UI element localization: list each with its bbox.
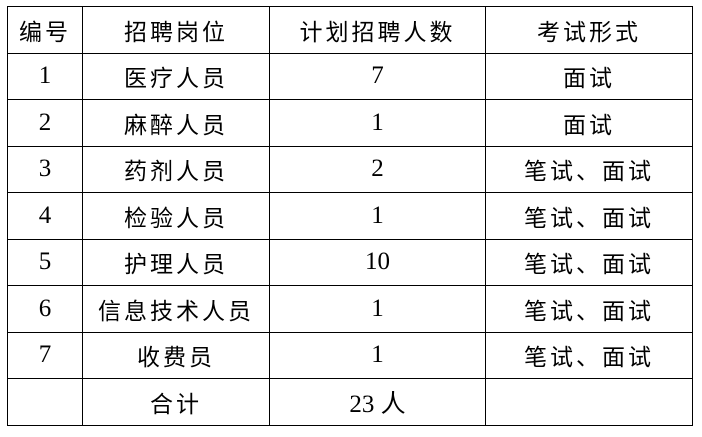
header-row: 编号 招聘岗位 计划招聘人数 考试形式	[7, 6, 693, 54]
row-number: 3	[7, 145, 83, 193]
table-row: 4 检验人员 1 笔试、面试	[7, 192, 693, 240]
row-position: 护理人员	[82, 238, 270, 286]
row-position: 信息技术人员	[82, 285, 270, 333]
row-exam-format: 笔试、面试	[485, 192, 693, 240]
table-row: 3 药剂人员 2 笔试、面试	[7, 145, 693, 193]
table-row: 2 麻醉人员 1 面试	[7, 99, 693, 147]
row-count: 10	[269, 238, 486, 286]
total-label: 合计	[82, 378, 270, 426]
row-exam-format: 面试	[485, 52, 693, 100]
row-number: 5	[7, 238, 83, 286]
row-exam-format: 笔试、面试	[485, 331, 693, 379]
row-exam-format: 笔试、面试	[485, 238, 693, 286]
row-number: 4	[7, 192, 83, 240]
row-count: 1	[269, 99, 486, 147]
row-exam-format: 笔试、面试	[485, 285, 693, 333]
table-row: 7 收费员 1 笔试、面试	[7, 331, 693, 379]
row-count: 1	[269, 285, 486, 333]
row-number: 2	[7, 99, 83, 147]
row-count: 2	[269, 145, 486, 193]
row-position: 医疗人员	[82, 52, 270, 100]
row-count: 1	[269, 331, 486, 379]
row-position: 麻醉人员	[82, 99, 270, 147]
recruitment-table: 编号 招聘岗位 计划招聘人数 考试形式 1 医疗人员 7 面试 2 麻醉人员 1 面试 3 药剂人…	[7, 6, 693, 426]
row-number: 1	[7, 52, 83, 100]
total-blank-exam	[485, 378, 693, 426]
row-exam-format: 面试	[485, 99, 693, 147]
header-number: 编号	[7, 6, 83, 54]
table-row: 6 信息技术人员 1 笔试、面试	[7, 285, 693, 333]
header-exam-format: 考试形式	[485, 6, 693, 54]
total-count: 23 人	[269, 378, 486, 426]
header-planned-count: 计划招聘人数	[269, 6, 486, 54]
row-count: 7	[269, 52, 486, 100]
row-count: 1	[269, 192, 486, 240]
row-exam-format: 笔试、面试	[485, 145, 693, 193]
table-row: 1 医疗人员 7 面试	[7, 52, 693, 100]
row-position: 收费员	[82, 331, 270, 379]
row-position: 检验人员	[82, 192, 270, 240]
table-row: 5 护理人员 10 笔试、面试	[7, 238, 693, 286]
total-blank	[7, 378, 83, 426]
header-position: 招聘岗位	[82, 6, 270, 54]
row-number: 7	[7, 331, 83, 379]
row-number: 6	[7, 285, 83, 333]
total-row: 合计 23 人	[7, 378, 693, 426]
row-position: 药剂人员	[82, 145, 270, 193]
